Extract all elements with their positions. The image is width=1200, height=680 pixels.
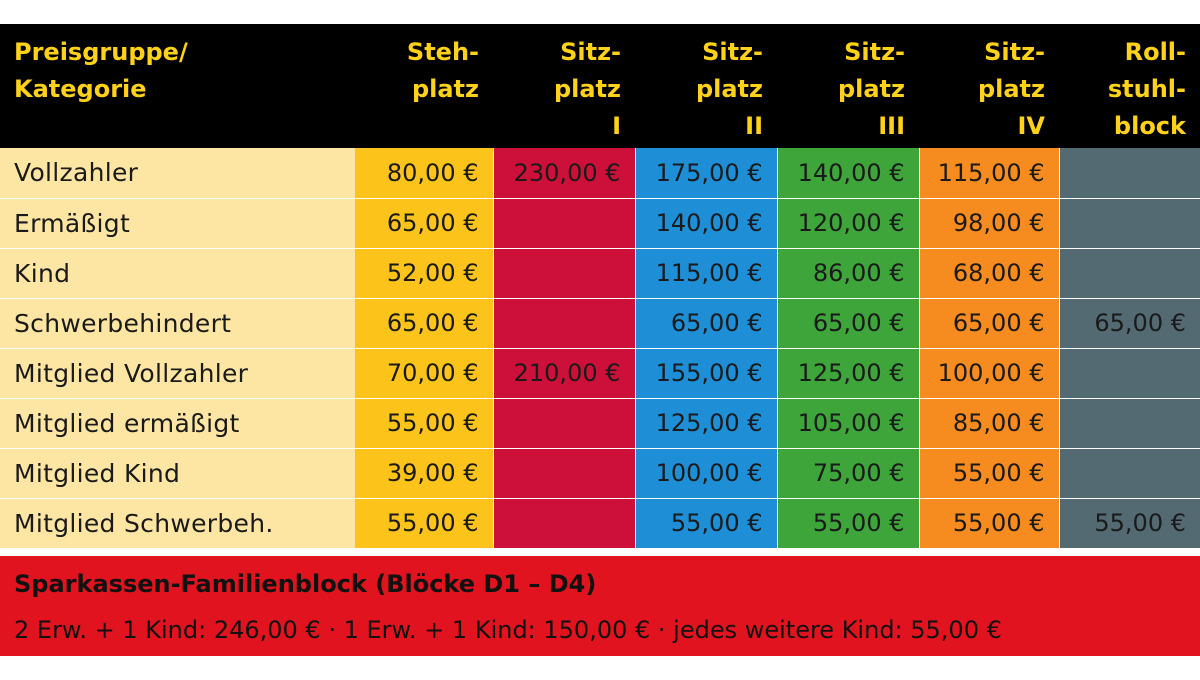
price-cell-sitzplatz-3: 55,00 € xyxy=(777,498,920,549)
price-cell-stehplatz: 39,00 € xyxy=(355,448,494,499)
row-category: Schwerbehindert xyxy=(0,298,356,349)
price-cell-rollstuhlblock xyxy=(1059,348,1200,399)
price-cell-sitzplatz-4: 55,00 € xyxy=(919,448,1060,499)
family-block-detail: 2 Erw. + 1 Kind: 246,00 € · 1 Erw. + 1 K… xyxy=(14,616,1002,644)
price-cell-sitzplatz-3: 65,00 € xyxy=(777,298,920,349)
family-block: Sparkassen-Familienblock (Blöcke D1 – D4… xyxy=(0,556,1200,656)
table-row: Mitglied Schwerbeh. 55,00 €55,00 €55,00 €… xyxy=(0,498,1200,549)
price-cell-sitzplatz-4: 65,00 € xyxy=(919,298,1060,349)
header-sitzplatz-2: Sitz- platz II xyxy=(635,24,777,148)
row-category: Ermäßigt xyxy=(0,198,356,249)
table-row: Ermäßigt 65,00 € 140,00 €120,00 €98,00 € xyxy=(0,198,1200,249)
price-cell-sitzplatz-3: 125,00 € xyxy=(777,348,920,399)
price-cell-sitzplatz-1: 210,00 € xyxy=(493,348,636,399)
table-row: Mitglied Kind 39,00 € 100,00 €75,00 €55,00… xyxy=(0,448,1200,499)
row-category: Mitglied Vollzahler xyxy=(0,348,356,399)
price-cell-sitzplatz-2: 65,00 € xyxy=(635,298,778,349)
price-cell-sitzplatz-4: 85,00 € xyxy=(919,398,1060,449)
price-cell-sitzplatz-3: 86,00 € xyxy=(777,248,920,299)
table-body: Vollzahler 80,00 €230,00 €175,00 €140,00 … xyxy=(0,148,1200,549)
price-cell-rollstuhlblock xyxy=(1059,398,1200,449)
price-cell-rollstuhlblock xyxy=(1059,248,1200,299)
price-cell-sitzplatz-3: 75,00 € xyxy=(777,448,920,499)
price-cell-stehplatz: 65,00 € xyxy=(355,198,494,249)
price-cell-sitzplatz-1 xyxy=(493,448,636,499)
price-cell-sitzplatz-4: 98,00 € xyxy=(919,198,1060,249)
price-cell-sitzplatz-2: 115,00 € xyxy=(635,248,778,299)
price-cell-rollstuhlblock: 55,00 € xyxy=(1059,498,1200,549)
price-cell-stehplatz: 55,00 € xyxy=(355,398,494,449)
price-cell-sitzplatz-2: 175,00 € xyxy=(635,148,778,199)
price-cell-sitzplatz-4: 100,00 € xyxy=(919,348,1060,399)
price-cell-sitzplatz-2: 100,00 € xyxy=(635,448,778,499)
row-category: Mitglied ermäßigt xyxy=(0,398,356,449)
price-cell-sitzplatz-3: 105,00 € xyxy=(777,398,920,449)
header-stehplatz: Steh- platz xyxy=(355,24,493,148)
price-cell-sitzplatz-4: 115,00 € xyxy=(919,148,1060,199)
price-cell-rollstuhlblock xyxy=(1059,448,1200,499)
header-row: Preisgruppe/ Kategorie Steh- platz Sitz-… xyxy=(0,24,1200,148)
header-rollstuhlblock: Roll- stuhl- block xyxy=(1059,24,1200,148)
price-cell-rollstuhlblock xyxy=(1059,198,1200,249)
row-category: Mitglied Kind xyxy=(0,448,356,499)
price-cell-sitzplatz-1 xyxy=(493,248,636,299)
table-row: Mitglied Vollzahler 70,00 €210,00 €155,00… xyxy=(0,348,1200,399)
header-sitzplatz-4: Sitz- platz IV xyxy=(919,24,1059,148)
table-row: Vollzahler 80,00 €230,00 €175,00 €140,00 … xyxy=(0,148,1200,199)
price-cell-sitzplatz-2: 125,00 € xyxy=(635,398,778,449)
price-cell-sitzplatz-3: 140,00 € xyxy=(777,148,920,199)
price-cell-stehplatz: 65,00 € xyxy=(355,298,494,349)
price-cell-sitzplatz-2: 155,00 € xyxy=(635,348,778,399)
price-cell-sitzplatz-2: 55,00 € xyxy=(635,498,778,549)
price-cell-stehplatz: 80,00 € xyxy=(355,148,494,199)
price-cell-sitzplatz-1 xyxy=(493,298,636,349)
price-cell-sitzplatz-4: 55,00 € xyxy=(919,498,1060,549)
table-row: Schwerbehindert 65,00 €65,00 €65,00 €65,0… xyxy=(0,298,1200,349)
price-cell-sitzplatz-2: 140,00 € xyxy=(635,198,778,249)
row-category: Mitglied Schwerbeh. xyxy=(0,498,356,549)
price-cell-sitzplatz-1 xyxy=(493,398,636,449)
table-row: Mitglied ermäßigt 55,00 € 125,00 €105,00 €… xyxy=(0,398,1200,449)
price-cell-sitzplatz-1: 230,00 € xyxy=(493,148,636,199)
price-cell-sitzplatz-4: 68,00 € xyxy=(919,248,1060,299)
header-sitzplatz-1: Sitz- platz I xyxy=(493,24,635,148)
row-category: Kind xyxy=(0,248,356,299)
family-block-title: Sparkassen-Familienblock (Blöcke D1 – D4… xyxy=(14,570,597,598)
price-cell-rollstuhlblock: 65,00 € xyxy=(1059,298,1200,349)
table-header: Preisgruppe/ Kategorie Steh- platz Sitz-… xyxy=(0,24,1200,148)
price-cell-sitzplatz-1 xyxy=(493,498,636,549)
header-category: Preisgruppe/ Kategorie xyxy=(0,24,355,148)
price-cell-sitzplatz-3: 120,00 € xyxy=(777,198,920,249)
header-sitzplatz-3: Sitz- platz III xyxy=(777,24,919,148)
row-category: Vollzahler xyxy=(0,148,356,199)
price-cell-sitzplatz-1 xyxy=(493,198,636,249)
price-table: Preisgruppe/ Kategorie Steh- platz Sitz-… xyxy=(0,24,1200,549)
price-cell-rollstuhlblock xyxy=(1059,148,1200,199)
price-cell-stehplatz: 55,00 € xyxy=(355,498,494,549)
price-cell-stehplatz: 52,00 € xyxy=(355,248,494,299)
price-cell-stehplatz: 70,00 € xyxy=(355,348,494,399)
table-row: Kind 52,00 € 115,00 €86,00 €68,00 € xyxy=(0,248,1200,299)
